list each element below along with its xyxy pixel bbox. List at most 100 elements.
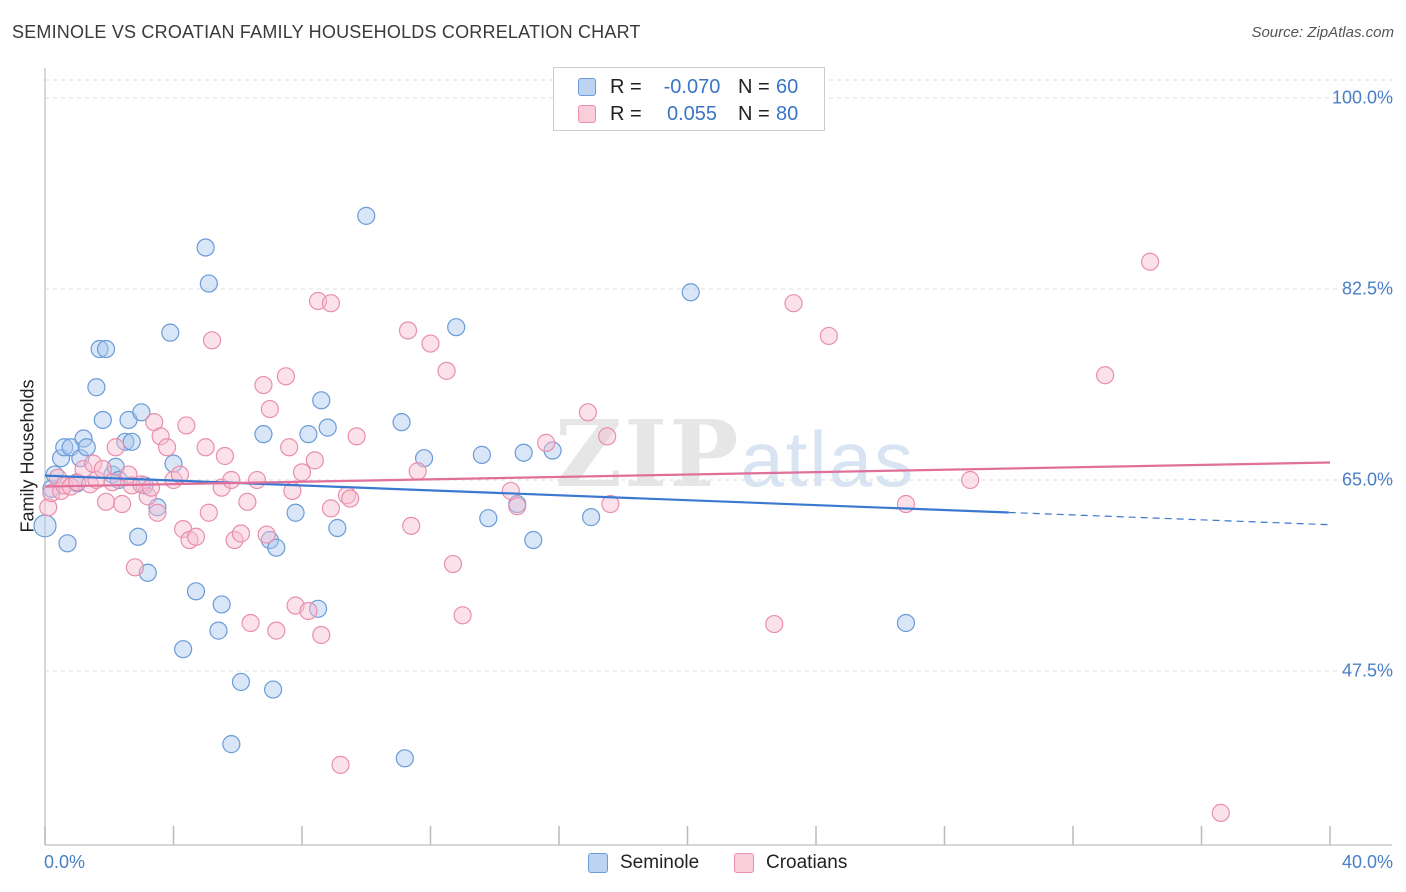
seminole-point-36: [254, 425, 273, 444]
seminole-swatch: [578, 78, 596, 96]
croatians-point-58: [331, 755, 350, 774]
croatians-point-37: [222, 470, 241, 490]
croatians-point-72: [578, 403, 598, 422]
croatians-point-38: [225, 530, 244, 550]
croatians-point-41: [241, 613, 260, 633]
seminole-point-44: [318, 418, 337, 437]
croatians-point-68: [453, 606, 472, 625]
croatians-point-55: [312, 625, 331, 645]
seminole-point-57: [582, 508, 601, 527]
croatians-point-21: [141, 478, 161, 497]
seminole-point-11: [87, 378, 106, 397]
seminole-point-13: [93, 410, 112, 430]
series-legend: Seminole Croatians: [0, 852, 1406, 878]
croatians-point-63: [402, 516, 421, 535]
croatians-point-61: [347, 427, 366, 446]
source-label: Source: ZipAtlas.com: [1251, 24, 1394, 41]
croatians-point-29: [177, 416, 196, 435]
seminole-point-56: [543, 441, 562, 460]
croatians-point-69: [501, 481, 520, 501]
croatians-point-64: [408, 462, 427, 481]
croatians-point-14: [106, 438, 125, 457]
croatians-point-47: [276, 367, 296, 386]
croatians-point-53: [305, 451, 324, 470]
croatians-point-51: [292, 463, 312, 482]
legend-item-seminole: Seminole: [588, 852, 699, 874]
seminole-trend-extension: [1008, 511, 1331, 526]
chart-title: SEMINOLE VS CROATIAN FAMILY HOUSEHOLDS C…: [12, 22, 641, 42]
croatians-r-label: R =: [610, 102, 642, 125]
seminole-point-51: [472, 445, 491, 464]
croatians-point-39: [231, 524, 251, 543]
y-tick-label-2: 82.5%: [1341, 278, 1393, 299]
croatians-point-80: [1096, 366, 1115, 385]
croatians-point-13: [103, 473, 122, 492]
seminole-point-48: [395, 749, 414, 768]
croatians-point-57: [321, 294, 341, 313]
croatians-trend-line: [44, 461, 1331, 488]
croatians-point-44: [257, 525, 276, 544]
seminole-n-label: N =: [738, 75, 770, 98]
seminole-point-45: [328, 518, 347, 538]
croatians-point-52: [299, 601, 318, 621]
seminole-point-37: [260, 530, 279, 550]
croatians-point-45: [260, 399, 279, 419]
seminole-point-26: [161, 323, 180, 342]
croatians-point-15: [112, 494, 132, 514]
seminole-point-50: [447, 318, 466, 337]
x-tick-label-max: 40.0%: [1341, 852, 1393, 872]
croatians-point-0: [39, 498, 58, 517]
croatians-n-value: 80: [776, 102, 799, 125]
y-tick-label-3: 100.0%: [1331, 87, 1393, 108]
legend-item-croatians: Croatians: [734, 852, 847, 874]
seminole-point-21: [129, 527, 148, 546]
watermark-light: atlas: [740, 415, 916, 503]
seminole-point-33: [212, 595, 231, 614]
croatians-point-60: [341, 489, 360, 508]
legend-seminole-label: Seminole: [620, 852, 700, 873]
seminole-point-40: [286, 503, 305, 522]
seminole-point-35: [231, 672, 251, 692]
croatians-point-12: [96, 492, 116, 511]
seminole-point-52: [479, 509, 498, 528]
croatians-point-82: [1211, 803, 1230, 822]
croatians-point-10: [87, 470, 106, 490]
seminole-point-43: [312, 391, 331, 410]
seminole-point-49: [414, 449, 434, 468]
croatians-point-43: [254, 375, 273, 395]
seminole-point-54: [514, 443, 533, 462]
croatians-point-62: [398, 321, 418, 340]
correlation-legend: R = -0.070 N = 60 R = 0.055 N = 80: [553, 67, 825, 131]
legend-seminole-swatch: [588, 853, 608, 873]
seminole-point-10: [77, 438, 96, 457]
croatians-point-32: [196, 438, 215, 457]
croatians-point-81: [1140, 252, 1160, 271]
seminole-point-34: [222, 735, 241, 754]
watermark: ZIPatlas: [555, 400, 915, 508]
seminole-point-4: [55, 438, 74, 457]
seminole-n-value: 60: [776, 75, 799, 98]
croatians-point-75: [765, 614, 784, 634]
croatians-point-71: [537, 433, 556, 452]
seminole-r-value: -0.070: [663, 75, 721, 98]
croatians-n-label: N =: [738, 102, 770, 125]
seminole-point-58: [681, 283, 700, 302]
y-axis-label: Family Households: [17, 379, 38, 533]
seminole-point-39: [263, 680, 283, 699]
legend-croatians-swatch: [734, 853, 754, 873]
seminole-point-22: [132, 403, 151, 422]
seminole-point-41: [299, 425, 318, 444]
croatians-point-23: [148, 503, 167, 522]
seminole-point-32: [209, 621, 228, 640]
croatians-point-48: [280, 438, 299, 457]
croatians-point-79: [961, 470, 980, 490]
x-tick-label-min: 0.0%: [44, 852, 86, 872]
croatians-swatch: [578, 105, 596, 123]
croatians-point-76: [784, 294, 803, 313]
croatians-point-42: [247, 470, 267, 490]
croatians-point-77: [819, 326, 838, 346]
seminole-point-38: [267, 538, 286, 557]
croatians-point-40: [238, 492, 257, 511]
seminole-point-31: [199, 274, 218, 293]
